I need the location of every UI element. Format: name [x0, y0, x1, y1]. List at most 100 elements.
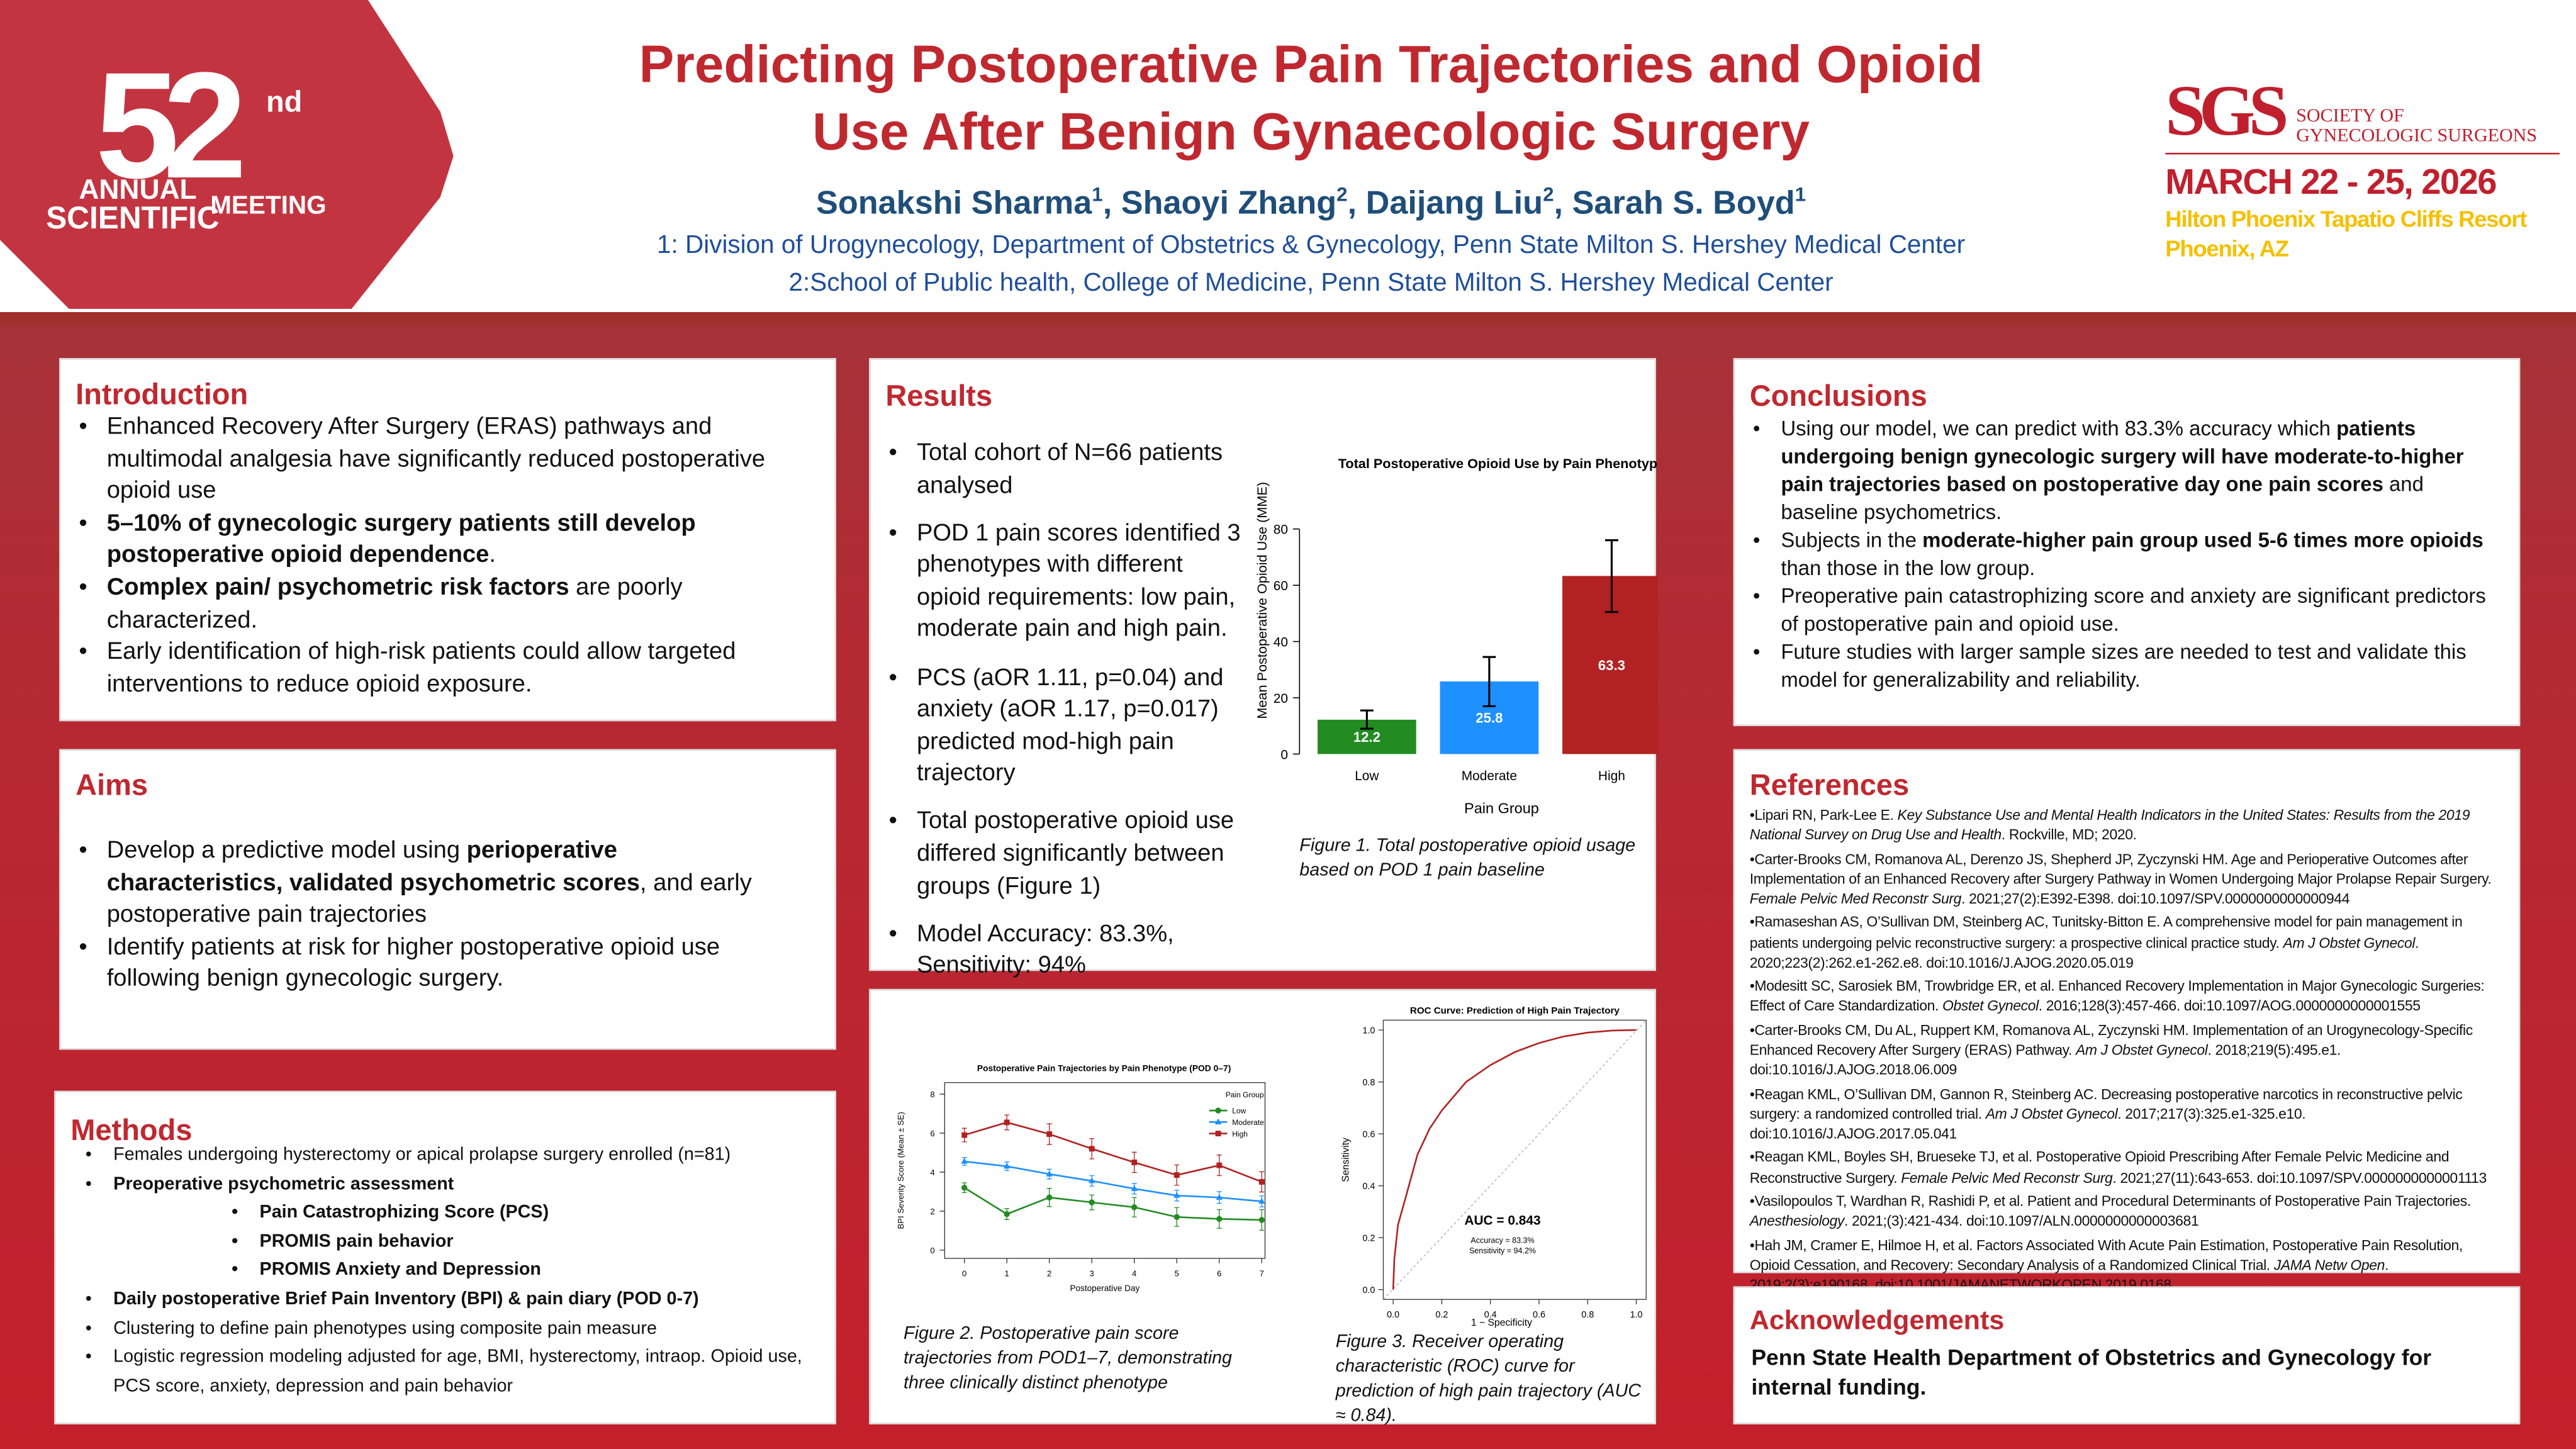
data-point: [1131, 1160, 1138, 1165]
data-point: [1173, 1192, 1180, 1198]
author: Shaoyi Zhang2,: [1121, 182, 1366, 221]
methods-item-text: Logistic regression modeling adjusted fo…: [113, 1347, 802, 1396]
x-tick-label: 0: [962, 1269, 966, 1278]
methods-subitems: Pain Catastrophizing Score (PCS)PROMIS p…: [113, 1200, 818, 1287]
legend-marker: [1215, 1131, 1221, 1137]
y-tick-label: 20: [1274, 691, 1288, 706]
author-name: Sarah S. Boyd: [1572, 185, 1795, 221]
text-segment: Preoperative pain catastrophizing score …: [1781, 585, 2486, 636]
poster-title-line2: Use After Benign Gynaecologic Surgery: [812, 101, 1810, 161]
y-tick-label: 4: [930, 1168, 934, 1177]
acknowledgements-panel: Acknowledgements Penn State Health Depar…: [1733, 1286, 2521, 1424]
x-tick-label: 0.6: [1533, 1310, 1545, 1320]
y-tick-label: 60: [1274, 579, 1288, 593]
methods-item-text: Preoperative psychometric assessment: [113, 1173, 454, 1194]
methods-item: Females undergoing hysterectomy or apica…: [82, 1142, 819, 1171]
author: Sonakshi Sharma1,: [816, 182, 1121, 221]
figure3-caption: Figure 3. Receiver operating characteris…: [1335, 1332, 1642, 1426]
x-tick-label: 3: [1090, 1269, 1094, 1278]
introduction-item: 5–10% of gynecologic surgery patients st…: [76, 509, 795, 573]
results-item: PCS (aOR 1.11, p=0.04) and anxiety (aOR …: [885, 663, 1243, 792]
x-tick-label: 0.0: [1387, 1310, 1399, 1320]
y-tick-label: 80: [1274, 523, 1288, 537]
text-segment: Model Accuracy: 83.3%, Sensitivity: 94%: [916, 921, 1174, 980]
series-line-low: [963, 1187, 1262, 1221]
figure1-caption: Figure 1. Total postoperative opioid usa…: [1299, 836, 1636, 881]
introduction-item: Enhanced Recovery After Surgery (ERAS) p…: [76, 412, 795, 508]
introduction-panel: Introduction Enhanced Recovery After Sur…: [59, 358, 836, 722]
x-tick-label: 6: [1217, 1269, 1221, 1278]
text-segment: Complex pain/ psychometric risk factors: [106, 574, 569, 601]
text-segment: •Hah JM, Cramer E, Hilmoe H, et al. Fact…: [1749, 1236, 2463, 1273]
sgs-name-line1: SOCIETY OF: [2296, 106, 2404, 127]
reference-item: •Vasilopoulos T, Wardhan R, Rashidi P, e…: [1750, 1191, 2502, 1231]
conclusion-item: Subjects in the moderate-higher pain gro…: [1750, 527, 2489, 583]
text-segment: PCS (aOR 1.11, p=0.04) and anxiety (aOR …: [916, 664, 1224, 788]
text-segment: . Rockville, MD; 2020.: [2001, 826, 2137, 843]
y-tick-label: 1.0: [1362, 1026, 1375, 1036]
aims-panel: Aims Develop a predictive model using pe…: [59, 749, 836, 1050]
text-segment: •Lipari RN, Park-Lee E.: [1749, 807, 1898, 824]
reference-item: •Reagan KML, O’Sullivan DM, Gannon R, St…: [1750, 1083, 2502, 1144]
x-tick-label: 1.0: [1630, 1310, 1643, 1320]
y-tick-label: 8: [930, 1090, 934, 1099]
reference-item: •Carter-Brooks CM, Du AL, Ruppert KM, Ro…: [1750, 1020, 2502, 1080]
conclusions-panel: Conclusions Using our model, we can pred…: [1733, 358, 2521, 727]
methods-subitem: PROMIS Anxiety and Depression: [228, 1257, 818, 1286]
methods-item-text: Females undergoing hysterectomy or apica…: [113, 1144, 731, 1165]
reference-item: •Lipari RN, Park-Lee E. Key Substance Us…: [1750, 805, 2502, 845]
sgs-mark: SGS: [2165, 70, 2288, 152]
text-segment: Anesthesiology: [1749, 1212, 1845, 1229]
chart-title: Total Postoperative Opioid Use by Pain P…: [1338, 456, 1658, 471]
pain-trajectory-line-chart: Postoperative Pain Trajectories by Pain …: [896, 1063, 1266, 1293]
data-point: [1004, 1119, 1010, 1126]
y-tick-label: 0.8: [1362, 1078, 1375, 1088]
reference-item: •Reagan KML, Boyles SH, Brueseke TJ, et …: [1750, 1147, 2502, 1187]
bar-value-label: 63.3: [1598, 657, 1625, 673]
text-segment: Future studies with larger sample sizes …: [1781, 641, 2467, 692]
sensitivity-annotation: Sensitivity = 94.2%: [1469, 1246, 1536, 1255]
affiliation-2: 2:School of Public health, College of Me…: [788, 269, 1834, 298]
aims-item: Identify patients at risk for higher pos…: [76, 932, 795, 997]
text-segment: POD 1 pain scores identified 3 phenotype…: [916, 520, 1241, 644]
bar-value-label: 12.2: [1353, 729, 1380, 745]
text-segment: Using our model, we can predict with 83.…: [1781, 417, 2337, 440]
text-segment: Am J Obstet Gynecol: [2075, 1041, 2208, 1058]
x-tick-label: 1: [1005, 1269, 1009, 1278]
y-axis-label: Sensitivity: [1341, 1138, 1352, 1182]
logo-hexagon: [0, 0, 454, 309]
reference-diagonal: [1382, 1019, 1647, 1300]
legend-label: Low: [1232, 1107, 1246, 1116]
bar-value-label: 25.8: [1476, 710, 1503, 726]
x-tick-label: 0.8: [1581, 1310, 1594, 1320]
text-segment: Am J Obstet Gynecol: [2283, 934, 2416, 951]
error-bar: [1604, 539, 1618, 613]
meeting-logo: 52 nd ANNUAL SCIENTIFIC MEETING: [0, 0, 454, 309]
methods-item: Logistic regression modeling adjusted fo…: [82, 1344, 819, 1402]
x-tick-label: 0.4: [1484, 1310, 1497, 1320]
data-point: [1216, 1216, 1223, 1222]
aims-item: Develop a predictive model using periope…: [76, 836, 795, 932]
logo-number: 52: [95, 41, 240, 210]
text-segment: Female Pelvic Med Reconstr Surg: [1749, 890, 1962, 907]
methods-subitem: PROMIS pain behavior: [228, 1228, 818, 1257]
y-tick-label: 0.4: [1362, 1182, 1375, 1192]
chart-title: Postoperative Pain Trajectories by Pain …: [977, 1063, 1231, 1073]
data-point: [961, 1132, 968, 1138]
text-segment: Develop a predictive model using: [106, 837, 467, 864]
data-point: [1046, 1131, 1053, 1137]
meeting-venue: Hilton Phoenix Tapatio Cliffs Resort: [2165, 205, 2527, 232]
data-point: [1046, 1194, 1053, 1200]
text-segment: •Vasilopoulos T, Wardhan R, Rashidi P, e…: [1749, 1192, 2472, 1209]
y-tick-label: 0.2: [1362, 1233, 1375, 1243]
x-axis-label: Postoperative Day: [1070, 1284, 1140, 1293]
opioid-use-bar-chart: Total Postoperative Opioid Use by Pain P…: [1254, 456, 1658, 816]
text-segment: JAMA Netw Open: [2273, 1256, 2385, 1273]
data-point: [1131, 1185, 1138, 1191]
text-segment: Identify patients at risk for higher pos…: [106, 934, 720, 993]
text-segment: Female Pelvic Med Reconstr Surg: [1901, 1168, 2113, 1186]
introduction-item: Early identification of high-risk patien…: [76, 637, 795, 702]
plot-frame: [1382, 1019, 1647, 1300]
results-item: Total postoperative opioid use differed …: [885, 807, 1243, 904]
results-figures-panel: Postoperative Pain Trajectories by Pain …: [869, 988, 1656, 1426]
